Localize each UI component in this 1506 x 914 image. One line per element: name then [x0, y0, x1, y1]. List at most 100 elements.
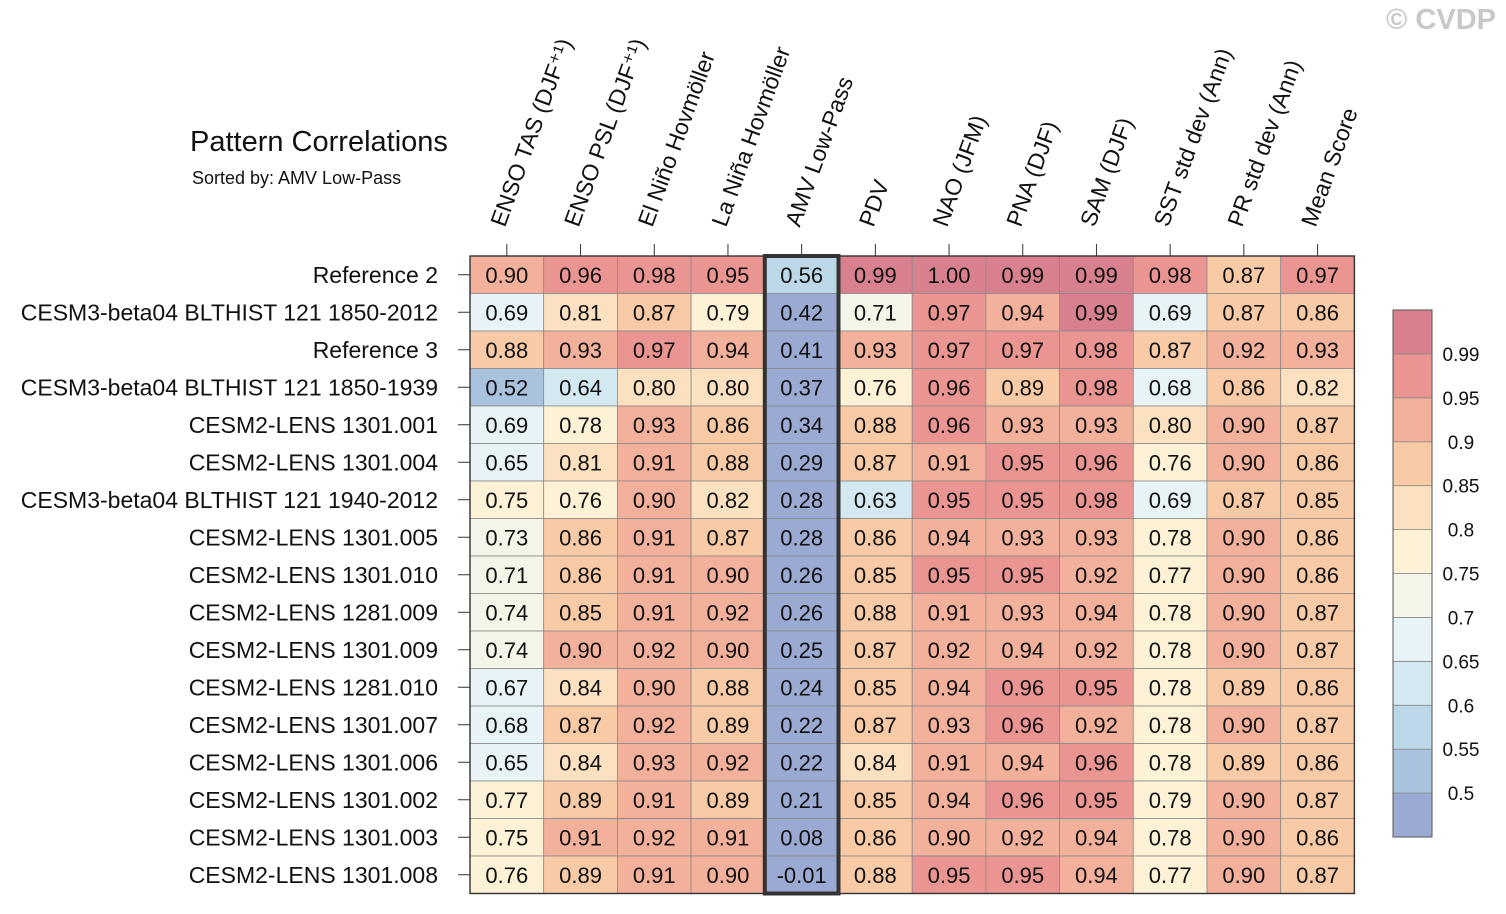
cell-value-label: 0.93 — [1296, 338, 1339, 363]
cell-value-label: 0.28 — [780, 525, 823, 550]
cell-value-label: 0.87 — [854, 638, 897, 663]
cell-value-label: 0.90 — [633, 488, 676, 513]
heatmap-cell — [690, 555, 766, 594]
heatmap-cell — [838, 630, 913, 669]
cell-value-label: 0.94 — [928, 525, 971, 550]
cell-value-label: 0.37 — [780, 375, 823, 400]
cell-value-label: 0.86 — [854, 525, 897, 550]
column-label: AMV Low-Pass — [780, 73, 858, 230]
cell-value-label: 0.28 — [780, 488, 823, 513]
cell-value-label: 0.90 — [707, 863, 750, 888]
cell-value-label: 0.80 — [1149, 413, 1192, 438]
cell-value-label: 0.87 — [1296, 413, 1339, 438]
heatmap-cell — [985, 255, 1061, 294]
cell-value-label: 0.85 — [854, 563, 897, 588]
cell-value-label: 0.78 — [1149, 825, 1192, 850]
heatmap-cell — [543, 593, 618, 632]
heatmap-cell — [690, 480, 766, 519]
cell-value-label: 0.89 — [559, 788, 602, 813]
heatmap-cell — [1132, 743, 1208, 782]
cell-value-label: 0.69 — [485, 300, 528, 325]
heatmap-cell — [1280, 630, 1355, 669]
heatmap-cell — [764, 518, 839, 557]
colorbar-label: 0.5 — [1448, 784, 1474, 805]
cell-value-label: 0.88 — [854, 413, 897, 438]
cell-value-label: 0.22 — [780, 713, 823, 738]
heatmap-cell — [469, 743, 545, 782]
cell-value-label: 0.87 — [1222, 488, 1265, 513]
cell-value-label: 0.78 — [1149, 525, 1192, 550]
heatmap-cell — [764, 405, 839, 444]
heatmap-cell — [764, 593, 839, 632]
heatmap-cell — [1206, 518, 1282, 557]
cell-value-label: 0.87 — [1222, 300, 1265, 325]
cell-value-label: 0.87 — [854, 713, 897, 738]
cell-value-label: 0.77 — [1149, 563, 1192, 588]
heatmap-cell — [1132, 630, 1208, 669]
cell-value-label: 0.85 — [1296, 488, 1339, 513]
cell-value-label: 0.92 — [707, 600, 750, 625]
heatmap-cell — [690, 743, 766, 782]
cell-value-label: 0.87 — [1296, 600, 1339, 625]
colorbar-label: 0.65 — [1443, 652, 1480, 673]
cell-value-label: 0.87 — [1296, 788, 1339, 813]
heatmap-cell — [543, 705, 618, 744]
heatmap-cell — [838, 293, 913, 332]
cell-value-label: 0.84 — [559, 750, 602, 775]
cell-value-label: 0.77 — [1149, 863, 1192, 888]
cell-value-label: 0.90 — [1222, 638, 1265, 663]
colorbar-label: 0.7 — [1448, 608, 1474, 629]
colorbar-swatch — [1392, 529, 1433, 574]
heatmap-cell — [617, 330, 692, 369]
cell-value-label: 0.95 — [707, 263, 750, 288]
heatmap-cell — [764, 443, 839, 482]
heatmap-cell — [838, 855, 913, 894]
cell-value-label: 0.77 — [485, 788, 528, 813]
cell-value-label: 0.90 — [1222, 525, 1265, 550]
cell-value-label: 0.86 — [1296, 450, 1339, 475]
cell-value-label: 0.87 — [1296, 713, 1339, 738]
cell-value-label: 0.94 — [928, 788, 971, 813]
cell-value-label: 0.97 — [928, 300, 971, 325]
cell-value-label: 0.86 — [1296, 563, 1339, 588]
cell-value-label: 0.86 — [1296, 300, 1339, 325]
cell-value-label: 0.91 — [928, 600, 971, 625]
cell-value-label: 0.96 — [1075, 450, 1118, 475]
colorbar-frame — [1392, 309, 1433, 838]
row-label: CESM2-LENS 1301.008 — [189, 862, 438, 888]
cell-value-label: 0.75 — [485, 488, 528, 513]
cell-value-label: 0.08 — [780, 825, 823, 850]
cell-value-label: 0.79 — [707, 300, 750, 325]
cell-value-label: 0.87 — [707, 525, 750, 550]
cell-value-label: 0.86 — [1296, 675, 1339, 700]
cell-value-label: 0.87 — [1149, 338, 1192, 363]
colorbar-swatch — [1392, 573, 1433, 618]
cell-value-label: 0.96 — [928, 413, 971, 438]
colorbar-label: 0.8 — [1448, 521, 1474, 542]
colorbar-swatch — [1392, 485, 1433, 530]
heatmap-cell — [838, 443, 913, 482]
column-label: ENSO PSL (DJF⁺¹) — [559, 35, 651, 230]
column-label: PNA (DJF) — [1001, 118, 1063, 230]
heatmap-cell — [469, 555, 545, 594]
heatmap-cell — [985, 555, 1061, 594]
heatmap-cell — [617, 780, 692, 819]
heatmap-cell — [1206, 668, 1282, 707]
cell-value-label: 0.90 — [1222, 600, 1265, 625]
heatmap-cell — [1132, 368, 1208, 407]
cell-value-label: 0.76 — [559, 488, 602, 513]
cell-value-label: 0.99 — [1075, 300, 1118, 325]
cell-value-label: 0.86 — [1296, 525, 1339, 550]
cell-value-label: 0.92 — [633, 638, 676, 663]
cell-value-label: 0.85 — [559, 600, 602, 625]
heatmap-cell — [838, 330, 913, 369]
cell-value-label: 0.93 — [1075, 525, 1118, 550]
row-label: CESM2-LENS 1301.010 — [189, 562, 438, 588]
heatmap-cell — [543, 855, 618, 894]
heatmap-cell — [764, 668, 839, 707]
cell-value-label: 0.94 — [1001, 300, 1044, 325]
heatmap-cell — [469, 405, 545, 444]
heatmap-cell — [985, 630, 1061, 669]
heatmap-cell — [617, 855, 692, 894]
colorbar-swatch — [1392, 309, 1433, 355]
